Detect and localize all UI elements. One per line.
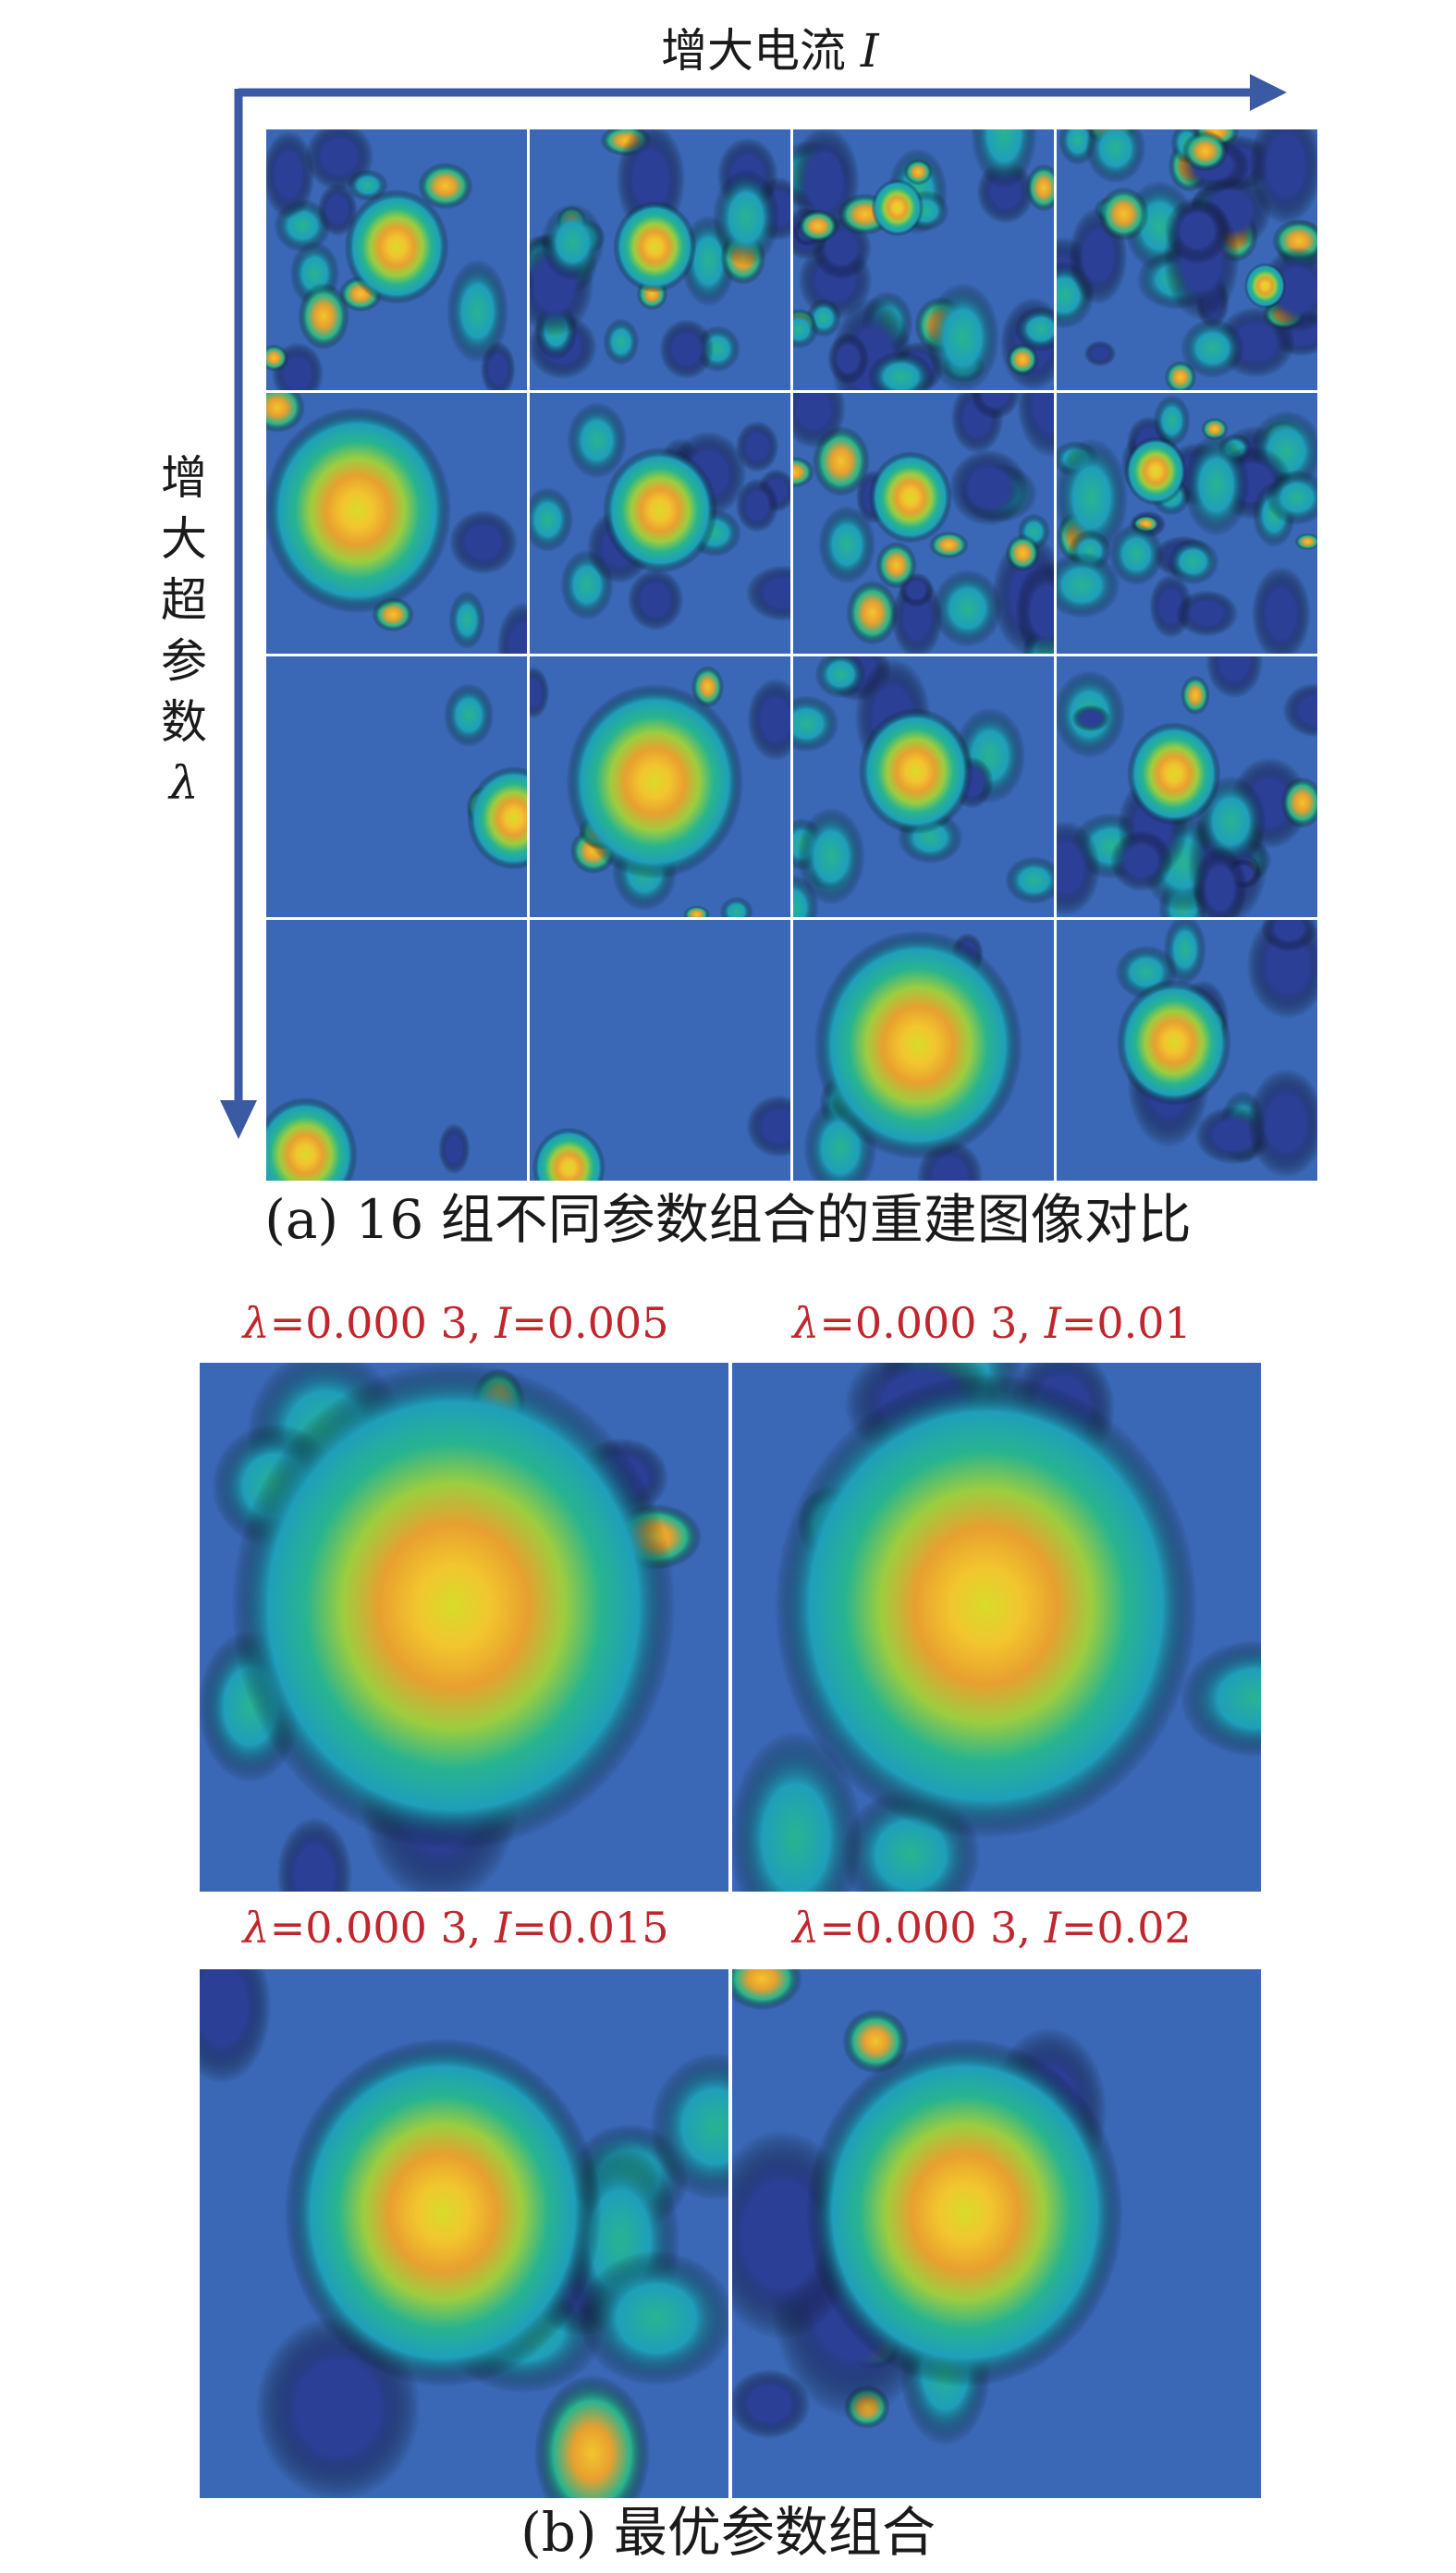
best-tile xyxy=(732,1969,1261,2498)
reconstruction-tile xyxy=(530,920,790,1181)
reconstruction-tile xyxy=(1057,920,1317,1181)
reconstruction-tile-heatmap xyxy=(793,129,1054,390)
x-axis-arrow xyxy=(239,74,1287,111)
y-axis-char: 增 xyxy=(161,451,207,505)
best-tile-heatmap xyxy=(732,1363,1261,1892)
y-axis-title: 增 大 超 参 数 λ xyxy=(155,447,213,814)
reconstruction-tile-heatmap xyxy=(530,129,790,390)
reconstruction-tile-heatmap xyxy=(266,129,527,390)
current-symbol: I xyxy=(1044,1298,1061,1348)
lambda-value: =0.000 3, xyxy=(819,1298,1045,1348)
reconstruction-tile xyxy=(530,393,790,654)
reconstruction-tile xyxy=(793,656,1054,917)
lambda-symbol: λ xyxy=(242,1298,270,1348)
x-axis-text: 增大电流 xyxy=(661,24,846,78)
reconstruction-tile xyxy=(793,920,1054,1181)
current-value: =0.01 xyxy=(1060,1298,1192,1348)
best-tile-heatmap xyxy=(732,1969,1261,2498)
reconstruction-tile-heatmap xyxy=(266,920,527,1181)
y-axis-char: 超 xyxy=(161,573,207,627)
reconstruction-tile-heatmap xyxy=(1057,129,1317,390)
reconstruction-tile-heatmap xyxy=(793,656,1054,917)
reconstruction-tile-heatmap xyxy=(530,393,790,654)
reconstruction-tile-heatmap xyxy=(530,920,790,1181)
y-axis-char: 参 xyxy=(161,634,207,688)
current-value: =0.015 xyxy=(511,1903,669,1953)
y-axis-char: 数 xyxy=(161,695,207,749)
best-tile-heatmap xyxy=(200,1969,728,2498)
current-value: =0.005 xyxy=(511,1298,669,1348)
reconstruction-tile-heatmap xyxy=(1057,393,1317,654)
y-axis-char: 大 xyxy=(161,512,207,566)
reconstruction-tile-heatmap xyxy=(793,920,1054,1181)
reconstruction-tile-heatmap xyxy=(266,656,527,917)
axis-arrows xyxy=(220,74,1287,1139)
caption-a: (a) 16 组不同参数组合的重建图像对比 xyxy=(264,1188,1192,1251)
best-label-1: λ=0.000 3, I=0.005 xyxy=(192,1302,719,1344)
best-tile-heatmap xyxy=(200,1363,728,1892)
lambda-value: =0.000 3, xyxy=(269,1298,496,1348)
best-label-4: λ=0.000 3, I=0.02 xyxy=(728,1906,1255,1949)
best-tile xyxy=(200,1969,728,2498)
reconstruction-tile-heatmap xyxy=(530,656,790,917)
current-symbol: I xyxy=(495,1903,512,1953)
reconstruction-tile xyxy=(266,129,527,390)
best-label-2: λ=0.000 3, I=0.01 xyxy=(728,1302,1255,1344)
best-tile xyxy=(732,1363,1261,1892)
reconstruction-tile xyxy=(1057,656,1317,917)
caption-b: (b) 最优参数组合 xyxy=(520,2501,936,2564)
current-symbol: I xyxy=(495,1298,512,1348)
reconstruction-tile xyxy=(266,656,527,917)
reconstruction-tile xyxy=(530,129,790,390)
lambda-symbol: λ xyxy=(792,1298,820,1348)
reconstruction-tile xyxy=(1057,393,1317,654)
y-axis-arrow xyxy=(220,89,257,1139)
current-symbol: I xyxy=(1044,1903,1061,1953)
reconstruction-tile xyxy=(530,656,790,917)
reconstruction-tile xyxy=(793,129,1054,390)
reconstruction-tile-heatmap xyxy=(1057,920,1317,1181)
x-axis-symbol: I xyxy=(860,24,879,78)
lambda-value: =0.000 3, xyxy=(269,1903,496,1953)
reconstruction-tile-heatmap xyxy=(793,393,1054,654)
reconstruction-tile xyxy=(266,393,527,654)
x-axis-title: 增大电流 I xyxy=(661,28,879,74)
lambda-symbol: λ xyxy=(792,1903,820,1953)
reconstruction-tile-heatmap xyxy=(1057,656,1317,917)
lambda-value: =0.000 3, xyxy=(819,1903,1045,1953)
reconstruction-tile xyxy=(266,920,527,1181)
reconstruction-tile-heatmap xyxy=(266,393,527,654)
y-axis-symbol: λ xyxy=(169,756,199,810)
best-label-3: λ=0.000 3, I=0.015 xyxy=(192,1906,719,1949)
lambda-symbol: λ xyxy=(242,1903,270,1953)
reconstruction-tile xyxy=(793,393,1054,654)
reconstruction-tile xyxy=(1057,129,1317,390)
best-tile xyxy=(200,1363,728,1892)
current-value: =0.02 xyxy=(1060,1903,1192,1953)
